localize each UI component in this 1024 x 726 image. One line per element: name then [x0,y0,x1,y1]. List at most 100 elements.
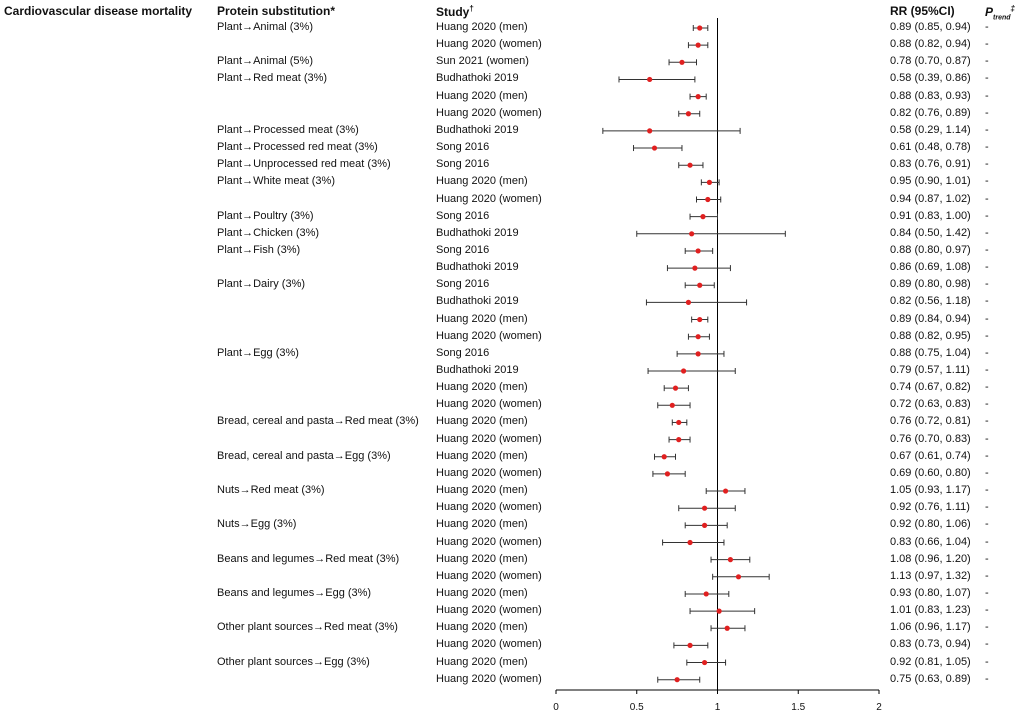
ptrend-value: - [985,569,989,582]
rr-ci-label: 0.69 (0.60, 0.80) [890,466,971,479]
estimate-point [687,162,693,168]
estimate-point [705,196,711,203]
rr-ci-label: 0.72 (0.63, 0.83) [890,398,971,411]
ptrend-value: - [985,346,989,359]
ptrend-header-sub: trend [993,14,1011,22]
rr-ci-label: 0.83 (0.66, 1.04) [890,535,971,548]
substitution-label: Bread, cereal and pasta→Egg (3%) [217,449,391,462]
study-label: Huang 2020 (men) [436,655,528,668]
x-tick-label: 0 [553,702,559,713]
ptrend-header-p: P [985,5,994,19]
estimate-point [697,282,703,288]
estimate-point [695,94,701,100]
substitution-label: Plant→Red meat (3%) [217,72,328,85]
estimate-point [706,179,713,185]
study-label: Huang 2020 (women) [436,192,542,205]
ptrend-value: - [985,449,989,462]
rr-ci-label: 0.89 (0.84, 0.94) [890,312,971,325]
substitution-header-mark: * [330,4,335,18]
estimate-point [661,454,667,460]
estimate-point [735,574,742,580]
estimate-point [695,248,701,254]
rr-ci-label: 0.58 (0.29, 1.14) [890,123,971,136]
estimate-point [676,419,682,426]
estimate-point [697,316,703,323]
rr-ci-label: 0.89 (0.80, 0.98) [890,278,971,291]
estimate-point [701,522,708,528]
substitution-label: Plant→Egg (3%) [217,346,299,359]
study-label: Huang 2020 (women) [436,398,542,411]
substitution-label: Nuts→Red meat (3%) [217,484,325,497]
substitution-header-label: Protein substitution [217,4,331,18]
study-label: Song 2016 [436,209,490,222]
x-tick-label: 0.5 [630,702,644,713]
ptrend-value: - [985,72,989,85]
study-label: Huang 2020 (women) [436,638,542,651]
estimate-point [724,625,730,631]
study-label: Budhathoki 2019 [436,261,519,274]
rr-ci-label: 0.93 (0.80, 1.07) [890,586,971,599]
study-label: Huang 2020 (men) [436,415,528,428]
substitution-label: Plant→Fish (3%) [217,243,301,256]
study-label: Budhathoki 2019 [436,72,519,85]
estimate-point [669,402,675,408]
rr-ci-label: 0.74 (0.67, 0.82) [890,381,971,394]
ptrend-value: - [985,106,989,119]
substitution-header: Protein substitution* [217,4,335,18]
study-label: Huang 2020 (men) [436,312,528,325]
estimate-point [716,608,722,614]
ptrend-value: - [985,518,989,531]
ptrend-value: - [985,381,989,394]
estimate-point [722,488,729,494]
ptrend-header: Ptrend‡ [985,4,1015,21]
ptrend-value: - [985,329,989,342]
study-label: Huang 2020 (men) [436,484,528,497]
study-label: Huang 2020 (men) [436,449,528,462]
study-label: Huang 2020 (women) [436,535,542,548]
estimate-point [703,591,709,597]
study-label: Budhathoki 2019 [436,226,519,239]
ptrend-value: - [985,364,989,376]
rr-ci-label: 0.76 (0.70, 0.83) [890,432,971,445]
ptrend-value: - [985,158,989,171]
study-label: Huang 2020 (women) [436,672,542,685]
rr-ci-label: 0.75 (0.63, 0.89) [890,672,971,685]
ptrend-value: - [985,535,989,548]
substitution-label: Beans and legumes→Red meat (3%) [217,552,400,565]
rr-ci-label: 1.05 (0.93, 1.17) [890,484,971,497]
study-label: Huang 2020 (men) [436,89,528,102]
rr-ci-label: 0.95 (0.90, 1.01) [890,175,971,188]
substitution-label: Plant→Poultry (3%) [217,209,314,222]
estimate-point [695,351,701,357]
substitution-label: Nuts→Egg (3%) [217,518,297,531]
estimate-point [651,145,658,151]
estimate-point [697,25,703,31]
rr-ci-label: 0.86 (0.69, 1.08) [890,261,971,274]
rr-ci-label: 0.82 (0.56, 1.18) [890,295,971,308]
substitution-label: Plant→Animal (5%) [217,55,313,68]
rr-ci-label: 0.83 (0.76, 0.91) [890,158,971,171]
rr-ci-label: 0.76 (0.72, 0.81) [890,415,971,428]
study-label: Song 2016 [436,158,490,171]
study-label: Huang 2020 (women) [436,106,542,119]
ptrend-value: - [985,38,989,51]
study-label: Song 2016 [436,243,490,256]
ptrend-value: - [985,501,989,514]
ptrend-value: - [985,672,989,685]
substitution-label: Other plant sources→Egg (3%) [217,655,370,668]
ptrend-value: - [985,655,989,668]
rr-ci-label: 1.08 (0.96, 1.20) [890,552,971,565]
estimate-point [695,42,701,48]
estimate-point [679,59,685,65]
ptrend-value: - [985,261,989,274]
rr-ci-label: 1.06 (0.96, 1.17) [890,621,971,634]
study-label: Huang 2020 (women) [436,569,542,582]
ptrend-value: - [985,175,989,188]
rr-ci-label: 0.92 (0.81, 1.05) [890,655,971,668]
outcome-header: Cardiovascular disease mortality [4,4,193,18]
substitution-label: Beans and legumes→Egg (3%) [217,586,372,599]
rr-ci-label: 0.92 (0.76, 1.11) [890,501,970,514]
rr-ci-label: 0.82 (0.76, 0.89) [890,106,971,119]
study-label: Song 2016 [436,278,490,291]
ptrend-value: - [985,141,989,154]
